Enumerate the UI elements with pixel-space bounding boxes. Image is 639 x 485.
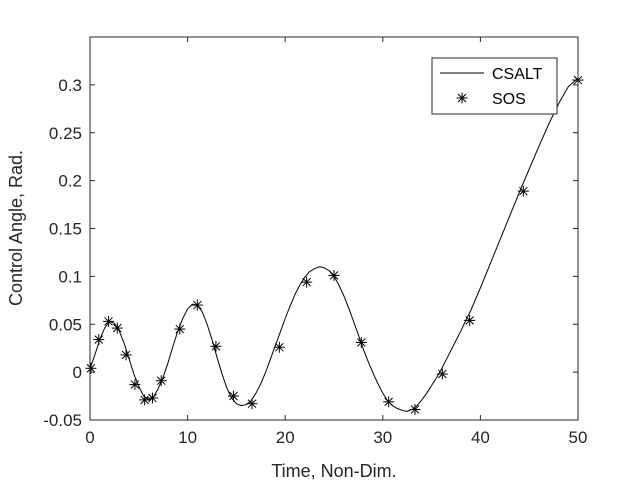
series-point-sos xyxy=(273,341,285,353)
series-point-sos xyxy=(146,392,158,404)
series-layer xyxy=(85,74,584,415)
x-axis-label: Time, Non-Dim. xyxy=(271,461,396,481)
series-point-sos xyxy=(355,336,367,348)
series-point-sos xyxy=(103,315,115,327)
series-point-sos xyxy=(210,340,222,352)
y-tick-label: 0.25 xyxy=(49,124,82,143)
x-tick-label: 40 xyxy=(471,428,490,447)
series-point-sos xyxy=(155,375,167,387)
y-tick-label: 0.15 xyxy=(49,220,82,239)
series-point-sos xyxy=(174,323,186,335)
series-point-sos xyxy=(464,314,476,326)
legend-swatch-sos xyxy=(456,92,468,104)
x-tick-label: 50 xyxy=(569,428,588,447)
series-point-sos xyxy=(191,299,203,311)
legend-box xyxy=(431,57,558,115)
x-tick-label: 20 xyxy=(276,428,295,447)
x-tick-label: 10 xyxy=(178,428,197,447)
y-tick-label: 0.05 xyxy=(49,315,82,334)
series-point-sos xyxy=(383,396,395,408)
legend: CSALT SOS xyxy=(431,57,558,115)
y-tick-label: 0 xyxy=(73,363,82,382)
series-point-sos xyxy=(517,185,529,197)
series-point-sos xyxy=(111,322,123,334)
y-tick-label: 0.2 xyxy=(58,172,82,191)
series-point-sos xyxy=(139,394,151,406)
series-point-sos xyxy=(328,269,340,281)
y-tick-label: 0.3 xyxy=(58,76,82,95)
legend-marker-sos xyxy=(456,92,468,104)
y-tick-label: 0.1 xyxy=(58,267,82,286)
legend-label-csalt: CSALT xyxy=(492,66,543,83)
series-line-csalt xyxy=(89,77,579,412)
series-point-sos xyxy=(409,403,421,415)
series-point-sos xyxy=(227,390,239,402)
series-point-sos xyxy=(301,276,313,288)
legend-label-sos: SOS xyxy=(492,91,526,108)
series-point-sos xyxy=(120,349,132,361)
series-point-sos xyxy=(129,379,141,391)
x-tick-label: 0 xyxy=(85,428,94,447)
series-point-sos xyxy=(246,398,258,410)
series-point-sos xyxy=(93,334,105,346)
x-tick-label: 30 xyxy=(373,428,392,447)
y-tick-label: -0.05 xyxy=(43,411,82,430)
y-axis-label: Control Angle, Rad. xyxy=(6,150,26,306)
series-point-sos xyxy=(436,368,448,380)
